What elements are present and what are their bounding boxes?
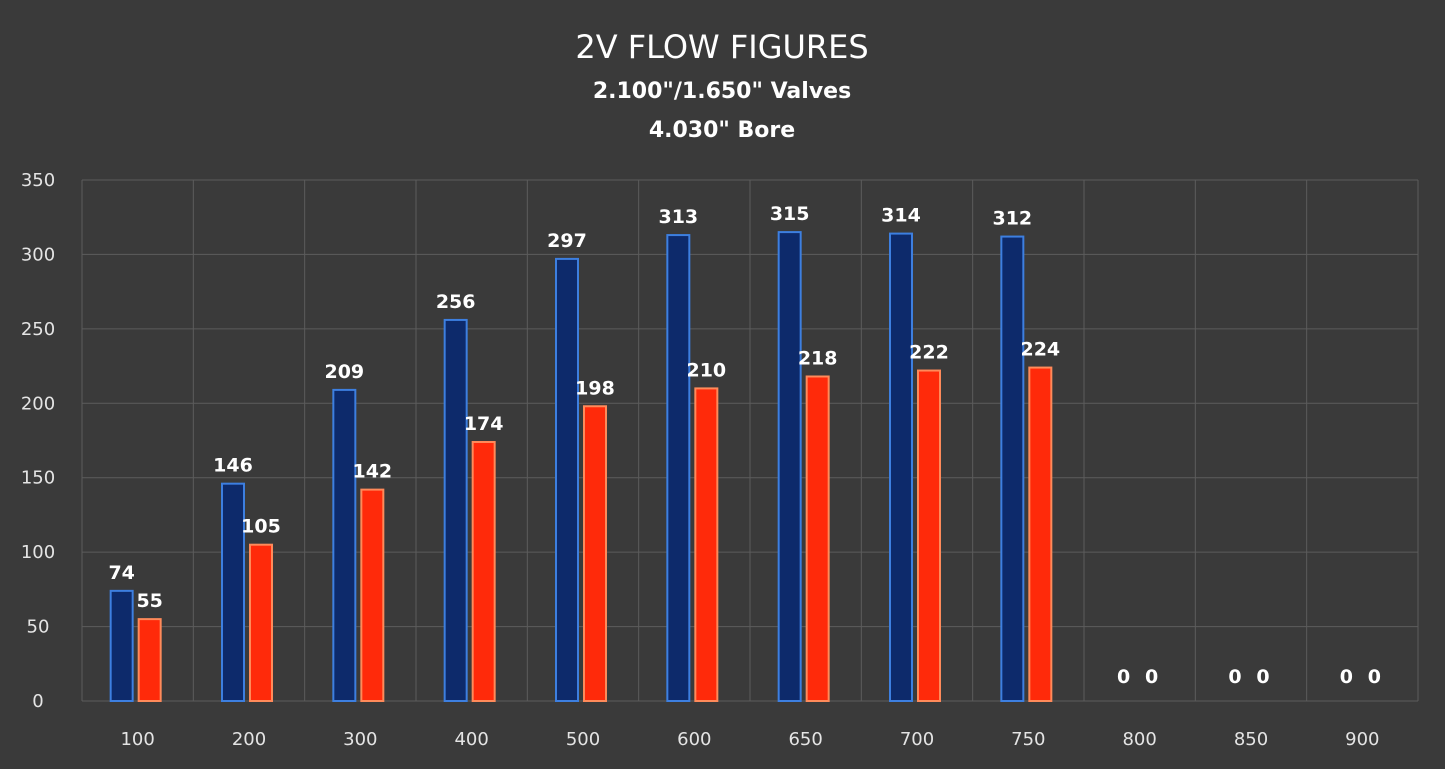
data-label-series-1: 74 xyxy=(108,562,134,584)
bar-series-2 xyxy=(137,618,162,703)
data-label-series-1: 297 xyxy=(547,230,587,252)
data-label-series-1: 0 xyxy=(1228,666,1241,688)
data-label-series-1: 314 xyxy=(881,205,921,227)
x-tick-label: 600 xyxy=(677,729,711,750)
y-tick-label: 50 xyxy=(27,617,50,638)
x-tick-label: 400 xyxy=(454,729,488,750)
data-label-series-2: 105 xyxy=(241,516,281,538)
bar-series-1 xyxy=(555,257,579,702)
bar-series-1 xyxy=(109,589,134,702)
bar-series-1 xyxy=(889,232,913,703)
bar-series-1 xyxy=(221,482,245,702)
x-tick-label: 200 xyxy=(232,729,266,750)
x-tick-label: 700 xyxy=(900,729,934,750)
data-label-series-2: 0 xyxy=(1368,666,1381,688)
y-tick-label: 250 xyxy=(21,319,55,340)
data-label-series-2: 210 xyxy=(686,359,726,381)
x-tick-label: 850 xyxy=(1234,729,1268,750)
data-label-series-2: 174 xyxy=(464,413,504,435)
x-tick-label: 100 xyxy=(120,729,154,750)
data-label-series-1: 256 xyxy=(436,291,476,313)
data-label-series-1: 209 xyxy=(324,361,364,383)
data-label-series-1: 313 xyxy=(658,206,698,228)
y-axis: 0 50 100 150 200 250 300 350 xyxy=(21,170,55,712)
x-tick-label: 500 xyxy=(566,729,600,750)
bar-series-1 xyxy=(1000,235,1025,703)
bar-series-2 xyxy=(917,369,941,702)
y-tick-label: 100 xyxy=(21,542,55,563)
y-tick-label: 350 xyxy=(21,170,55,191)
data-label-series-2: 0 xyxy=(1256,666,1269,688)
y-tick-label: 300 xyxy=(21,244,55,265)
bar-series-1 xyxy=(777,231,802,702)
chart-subtitle-line-2: 4.030" Bore xyxy=(649,118,795,143)
data-label-series-1: 0 xyxy=(1340,666,1353,688)
bar-series-1 xyxy=(332,388,357,702)
bar-series-2 xyxy=(694,387,719,702)
y-tick-label: 150 xyxy=(21,468,55,489)
data-label-series-2: 55 xyxy=(136,590,162,612)
x-tick-label: 300 xyxy=(343,729,377,750)
data-label-series-2: 218 xyxy=(798,347,838,369)
bar-series-2 xyxy=(1028,366,1053,702)
x-tick-label: 900 xyxy=(1345,729,1379,750)
bar-series-2 xyxy=(249,543,273,703)
bar-series-2 xyxy=(583,405,607,702)
bar-series-1 xyxy=(443,318,468,702)
bar-series-1 xyxy=(666,234,691,702)
bars xyxy=(109,231,1053,703)
x-tick-label: 750 xyxy=(1011,729,1045,750)
data-label-series-2: 224 xyxy=(1020,339,1060,361)
data-label-series-1: 0 xyxy=(1117,666,1130,688)
chart-subtitle-line-1: 2.100"/1.650" Valves xyxy=(593,79,851,104)
data-label-series-1: 315 xyxy=(770,203,810,225)
data-label-series-1: 146 xyxy=(213,455,253,477)
data-label-series-2: 142 xyxy=(352,461,392,483)
x-tick-label: 800 xyxy=(1122,729,1156,750)
x-axis: 100 200 300 400 500 600 650 700 750 800 850 900 xyxy=(120,729,1379,750)
gridlines xyxy=(81,179,1419,702)
bar-series-2 xyxy=(805,375,830,702)
chart-title: 2V FLOW FIGURES xyxy=(575,28,868,66)
y-tick-label: 200 xyxy=(21,393,55,414)
y-tick-label: 0 xyxy=(32,691,43,712)
data-label-series-1: 312 xyxy=(992,208,1032,230)
bar-series-2 xyxy=(471,440,496,702)
data-label-series-2: 222 xyxy=(909,342,949,364)
data-label-series-2: 198 xyxy=(575,377,615,399)
bar-series-2 xyxy=(360,488,385,702)
x-tick-label: 650 xyxy=(788,729,822,750)
data-label-series-2: 0 xyxy=(1145,666,1158,688)
